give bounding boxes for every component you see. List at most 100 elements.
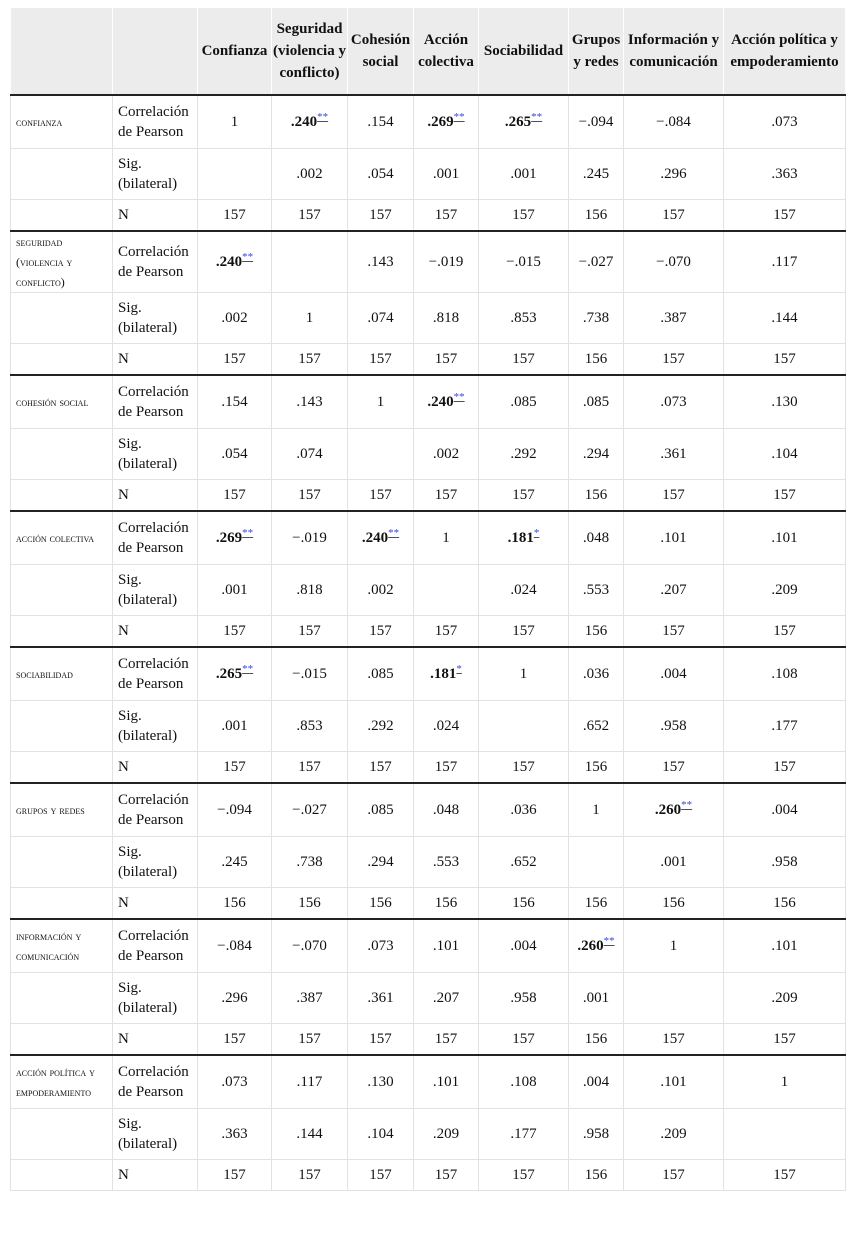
cell: .361 xyxy=(347,972,414,1024)
significance-note[interactable]: ** xyxy=(242,527,254,539)
table-row: acción colectiva Correlación de Pearson .2… xyxy=(10,510,846,565)
column-header: Acción colectiva xyxy=(413,8,479,96)
stat-label: Correlación de Pearson xyxy=(112,918,198,973)
cell: 157 xyxy=(723,1023,846,1056)
cell: .363 xyxy=(723,148,846,200)
cell: 1 xyxy=(723,1054,846,1109)
cell: .101 xyxy=(723,918,846,973)
cell: 157 xyxy=(271,199,348,232)
cell: .207 xyxy=(413,972,479,1024)
cell: .553 xyxy=(413,836,479,888)
group-label xyxy=(10,615,113,648)
column-header: Acción política y empoderamiento xyxy=(723,8,846,96)
table-row: confianza Correlación de Pearson 1.240** .1… xyxy=(10,94,846,149)
stat-label: N xyxy=(112,343,198,376)
table-row: N 157 157 157 157 157 156 157 157 xyxy=(10,615,846,648)
cell-value: .181 xyxy=(430,666,457,682)
table-row: N 156 156 156 156 156 156 156 156 xyxy=(10,887,846,920)
cell: .738 xyxy=(568,292,624,344)
cell: .738 xyxy=(271,836,348,888)
cell: .085 xyxy=(568,374,624,429)
significance-note[interactable]: ** xyxy=(531,111,543,123)
cell: −.094 xyxy=(568,94,624,149)
cell: −.084 xyxy=(623,94,724,149)
column-header: Información y comunicación xyxy=(623,8,724,96)
cell: .245 xyxy=(568,148,624,200)
cell: 157 xyxy=(347,343,414,376)
column-header: Cohesión social xyxy=(347,8,414,96)
significance-note[interactable]: * xyxy=(533,527,540,539)
cell: .154 xyxy=(347,94,414,149)
cell: .101 xyxy=(623,510,724,565)
cell: 156 xyxy=(568,887,624,920)
cell: .104 xyxy=(723,428,846,480)
significance-note[interactable]: ** xyxy=(603,935,615,947)
table-row: Sig. (bilateral) .002.054.001.001.245.296… xyxy=(10,148,846,200)
stat-label: Sig. (bilateral) xyxy=(112,148,198,200)
cell: 157 xyxy=(197,199,272,232)
cell: .181* xyxy=(478,510,569,565)
significance-note[interactable]: * xyxy=(456,663,462,675)
cell-value: .260 xyxy=(577,938,604,954)
stat-label: Correlación de Pearson xyxy=(112,510,198,565)
cell: 157 xyxy=(347,199,414,232)
group-label: seguridad (violencia y conflicto) xyxy=(10,230,113,293)
cell: .143 xyxy=(347,230,414,293)
significance-note[interactable]: ** xyxy=(681,799,693,811)
cell: 157 xyxy=(623,1159,724,1191)
significance-note[interactable]: ** xyxy=(242,663,254,675)
cell: .001 xyxy=(478,148,569,200)
cell: 157 xyxy=(271,751,348,784)
cell: 157 xyxy=(347,751,414,784)
table-row: sociabilidad Correlación de Pearson .265**… xyxy=(10,646,846,701)
cell: .104 xyxy=(347,1108,414,1160)
cell: .073 xyxy=(347,918,414,973)
cell: 157 xyxy=(413,199,479,232)
cell: 157 xyxy=(271,615,348,648)
cell: .004 xyxy=(568,1054,624,1109)
cell: .240** xyxy=(271,94,348,149)
cell: .004 xyxy=(478,918,569,973)
cell: 156 xyxy=(568,751,624,784)
significance-note[interactable]: ** xyxy=(453,391,465,403)
cell: .048 xyxy=(413,782,479,837)
cell: 157 xyxy=(723,615,846,648)
significance-note[interactable]: ** xyxy=(453,111,465,123)
group-label: grupos y redes xyxy=(10,782,113,837)
cell-value: .260 xyxy=(654,802,682,818)
cell: .240** xyxy=(413,374,479,429)
group-label xyxy=(10,887,113,920)
significance-note[interactable]: ** xyxy=(388,527,400,539)
cell: .144 xyxy=(271,1108,348,1160)
cell: −.070 xyxy=(623,230,724,293)
cell: .296 xyxy=(623,148,724,200)
table-row: cohesión social Correlación de Pearson .15… xyxy=(10,374,846,429)
stat-label: N xyxy=(112,1023,198,1056)
cell-value: .181 xyxy=(507,530,534,546)
cell: .001 xyxy=(568,972,624,1024)
significance-note[interactable]: ** xyxy=(242,251,254,263)
cell: .024 xyxy=(478,564,569,616)
cell: .144 xyxy=(723,292,846,344)
cell: .024 xyxy=(413,700,479,752)
cell: 157 xyxy=(623,343,724,376)
cell xyxy=(478,700,569,752)
cell: 157 xyxy=(347,479,414,512)
cell: 157 xyxy=(723,751,846,784)
cell: 157 xyxy=(478,1023,569,1056)
significance-note[interactable]: ** xyxy=(317,111,329,123)
stat-label: Correlación de Pearson xyxy=(112,646,198,701)
cell xyxy=(568,836,624,888)
cell: 156 xyxy=(568,1023,624,1056)
stat-label: Sig. (bilateral) xyxy=(112,700,198,752)
cell: .265** xyxy=(197,646,272,701)
cell: .209 xyxy=(723,972,846,1024)
cell: .294 xyxy=(568,428,624,480)
cell: 1 xyxy=(568,782,624,837)
group-label: cohesión social xyxy=(10,374,113,429)
group-label xyxy=(10,148,113,200)
table-body: confianza Correlación de Pearson 1.240** .1… xyxy=(10,94,846,1191)
cell: .002 xyxy=(413,428,479,480)
cell: .073 xyxy=(623,374,724,429)
cell: 157 xyxy=(623,479,724,512)
